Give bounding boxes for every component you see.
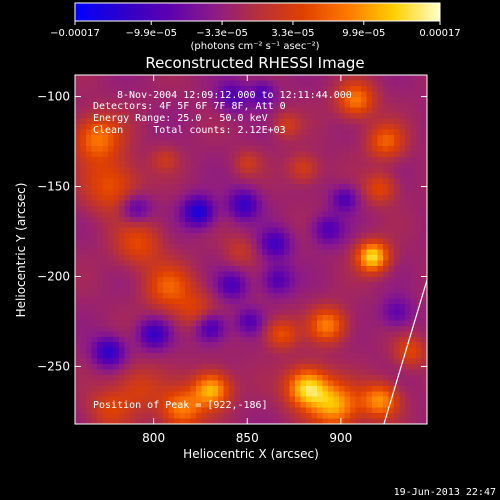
colorbar-unit-label: (photons cm⁻² s⁻¹ asec⁻²) (190, 41, 319, 52)
colorbar-tick-label: 3.3e−05 (271, 28, 314, 39)
annotation-peak-position: Position of Peak = [922,-186] (93, 400, 268, 411)
annotation-energy-range: Energy Range: 25.0 - 50.0 keV (93, 113, 268, 124)
y-axis-label: Heliocentric Y (arcsec) (14, 183, 28, 318)
y-tick-label: −100 (37, 90, 70, 104)
chart-title: Reconstructed RHESSI Image (145, 54, 364, 72)
plot-area: 800 850 900 −100 −150 −200 −250 8-Nov-2004 12… (37, 74, 428, 445)
x-axis-ticks: 800 850 900 (142, 75, 352, 445)
footer-date: 19-Jun-2013 22:47 (394, 487, 496, 498)
solar-limb-line (383, 279, 427, 424)
colorbar-bar (74, 2, 441, 22)
colorbar-ticks: −0.00017 −9.9e−05 −3.3e−05 3.3e−05 9.9e−05 0.… (50, 21, 461, 39)
annotation-time-range: 8-Nov-2004 12:09:12.000 to 12:11:44.000 (117, 90, 352, 101)
plot-frame (74, 74, 428, 425)
colorbar-tick-label: 0.00017 (419, 28, 460, 39)
colorbar-tick-label: 9.9e−05 (342, 28, 385, 39)
y-tick-label: −200 (37, 269, 70, 283)
annotation-block: 8-Nov-2004 12:09:12.000 to 12:11:44.000 … (93, 90, 352, 411)
y-tick-label: −150 (37, 180, 70, 194)
y-tick-label: −250 (37, 359, 70, 373)
x-tick-label: 800 (142, 431, 165, 445)
x-tick-label: 900 (329, 431, 352, 445)
annotation-detectors: Detectors: 4F 5F 6F 7F 8F, Att 0 (93, 101, 286, 112)
x-axis-label: Heliocentric X (arcsec) (183, 447, 319, 461)
colorbar-tick-label: −0.00017 (50, 28, 100, 39)
y-axis-ticks: −100 −150 −200 −250 (37, 90, 427, 373)
annotation-clean-counts: Clean Total counts: 2.12E+03 (93, 125, 286, 136)
colorbar-tick-label: −3.3e−05 (196, 28, 248, 39)
heatmap-image (75, 75, 427, 424)
colorbar: −0.00017 −9.9e−05 −3.3e−05 3.3e−05 9.9e−05 0.… (50, 2, 461, 52)
colorbar-tick-label: −9.9e−05 (125, 28, 177, 39)
x-tick-label: 850 (236, 431, 259, 445)
